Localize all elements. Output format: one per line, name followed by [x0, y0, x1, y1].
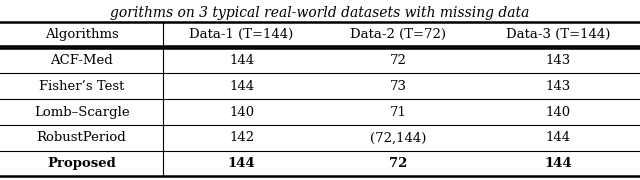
Text: 144: 144	[229, 80, 254, 93]
Text: Fisher’s Test: Fisher’s Test	[39, 80, 124, 93]
Text: 144: 144	[546, 131, 571, 144]
Text: ACF-Med: ACF-Med	[50, 54, 113, 67]
Text: 143: 143	[546, 80, 571, 93]
Text: 140: 140	[546, 105, 571, 119]
Text: Proposed: Proposed	[47, 157, 116, 170]
Text: gorithms on 3 typical real-world datasets with missing data: gorithms on 3 typical real-world dataset…	[110, 6, 530, 20]
Text: Data-1 (T=144): Data-1 (T=144)	[189, 28, 294, 41]
Text: 142: 142	[229, 131, 254, 144]
Text: Lomb–Scargle: Lomb–Scargle	[34, 105, 129, 119]
Text: 143: 143	[546, 54, 571, 67]
Text: Data-3 (T=144): Data-3 (T=144)	[506, 28, 611, 41]
Text: Algorithms: Algorithms	[45, 28, 118, 41]
Text: (72,144): (72,144)	[370, 131, 427, 144]
Text: Data-2 (T=72): Data-2 (T=72)	[351, 28, 447, 41]
Text: 71: 71	[390, 105, 407, 119]
Text: 144: 144	[229, 54, 254, 67]
Text: RobustPeriod: RobustPeriod	[36, 131, 127, 144]
Text: 72: 72	[390, 54, 407, 67]
Text: 73: 73	[390, 80, 407, 93]
Text: 144: 144	[228, 157, 255, 170]
Text: 72: 72	[389, 157, 408, 170]
Text: 140: 140	[229, 105, 254, 119]
Text: 144: 144	[545, 157, 572, 170]
